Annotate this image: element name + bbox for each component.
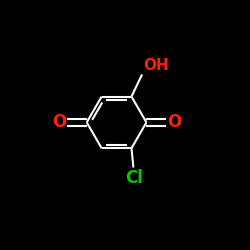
Text: Cl: Cl bbox=[126, 169, 143, 187]
Text: OH: OH bbox=[143, 58, 169, 74]
Text: O: O bbox=[52, 114, 66, 132]
Text: O: O bbox=[167, 114, 182, 132]
